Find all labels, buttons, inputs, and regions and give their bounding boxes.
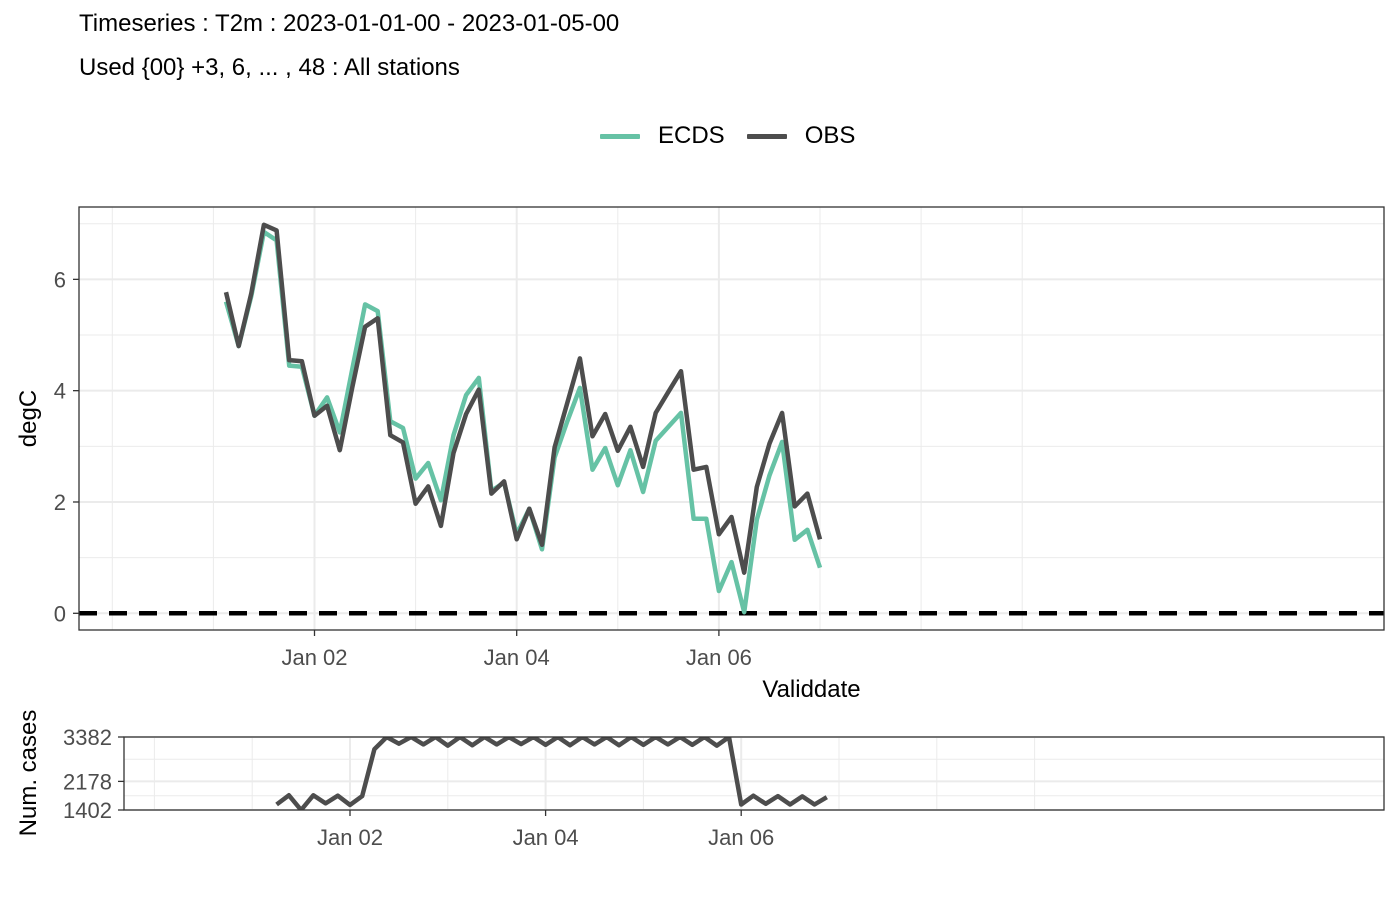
y-tick-label: 2 (54, 490, 66, 515)
cases-plot: 1402 2178 3382 Jan 02 Jan 04 Jan 06 Num. cases (15, 710, 1385, 850)
legend-label-obs: OBS (804, 122, 856, 149)
legend-key-ecds (600, 133, 640, 139)
plot-background (79, 207, 1384, 630)
x-tick-label: Jan 04 (513, 825, 579, 850)
x-tick-label: Jan 04 (484, 645, 550, 670)
legend-key-obs (746, 133, 787, 139)
y-tick-label: 0 (54, 601, 66, 626)
chart-subtitle: Used {00} +3, 6, ... , 48 : All stations (79, 54, 460, 81)
x-tick-label: Jan 06 (686, 645, 752, 670)
x-tick-label: Jan 06 (708, 825, 774, 850)
x-axis-label: Validdate (762, 676, 860, 703)
y-tick-label: 3382 (63, 725, 112, 750)
series-line-obs (223, 222, 823, 575)
y-axis-label: degC (15, 390, 42, 447)
legend-label-ecds: ECDS (658, 122, 725, 149)
y-tick-label: 4 (54, 379, 66, 404)
y-tick-label: 1402 (63, 798, 112, 823)
y-tick-label: 6 (54, 267, 66, 292)
legend-item-ecds: ECDS (600, 122, 725, 150)
x-tick-label: Jan 02 (317, 825, 383, 850)
plot-border (78, 206, 1385, 631)
x-tick-label: Jan 02 (281, 645, 347, 670)
series-line-num-cases (275, 737, 828, 810)
plot-border (123, 736, 1385, 811)
y-tick-label: 2178 (63, 769, 112, 794)
main-plot: 0 2 4 6 Jan 02 Jan 04 Jan 06 Validdate degC (15, 206, 1385, 703)
chart-title: Timeseries : T2m : 2023-01-01-00 - 2023-… (79, 10, 620, 37)
y-axis-label: Num. cases (15, 710, 42, 837)
legend: ECDS OBS (600, 122, 877, 150)
legend-item-obs: OBS (746, 122, 856, 150)
